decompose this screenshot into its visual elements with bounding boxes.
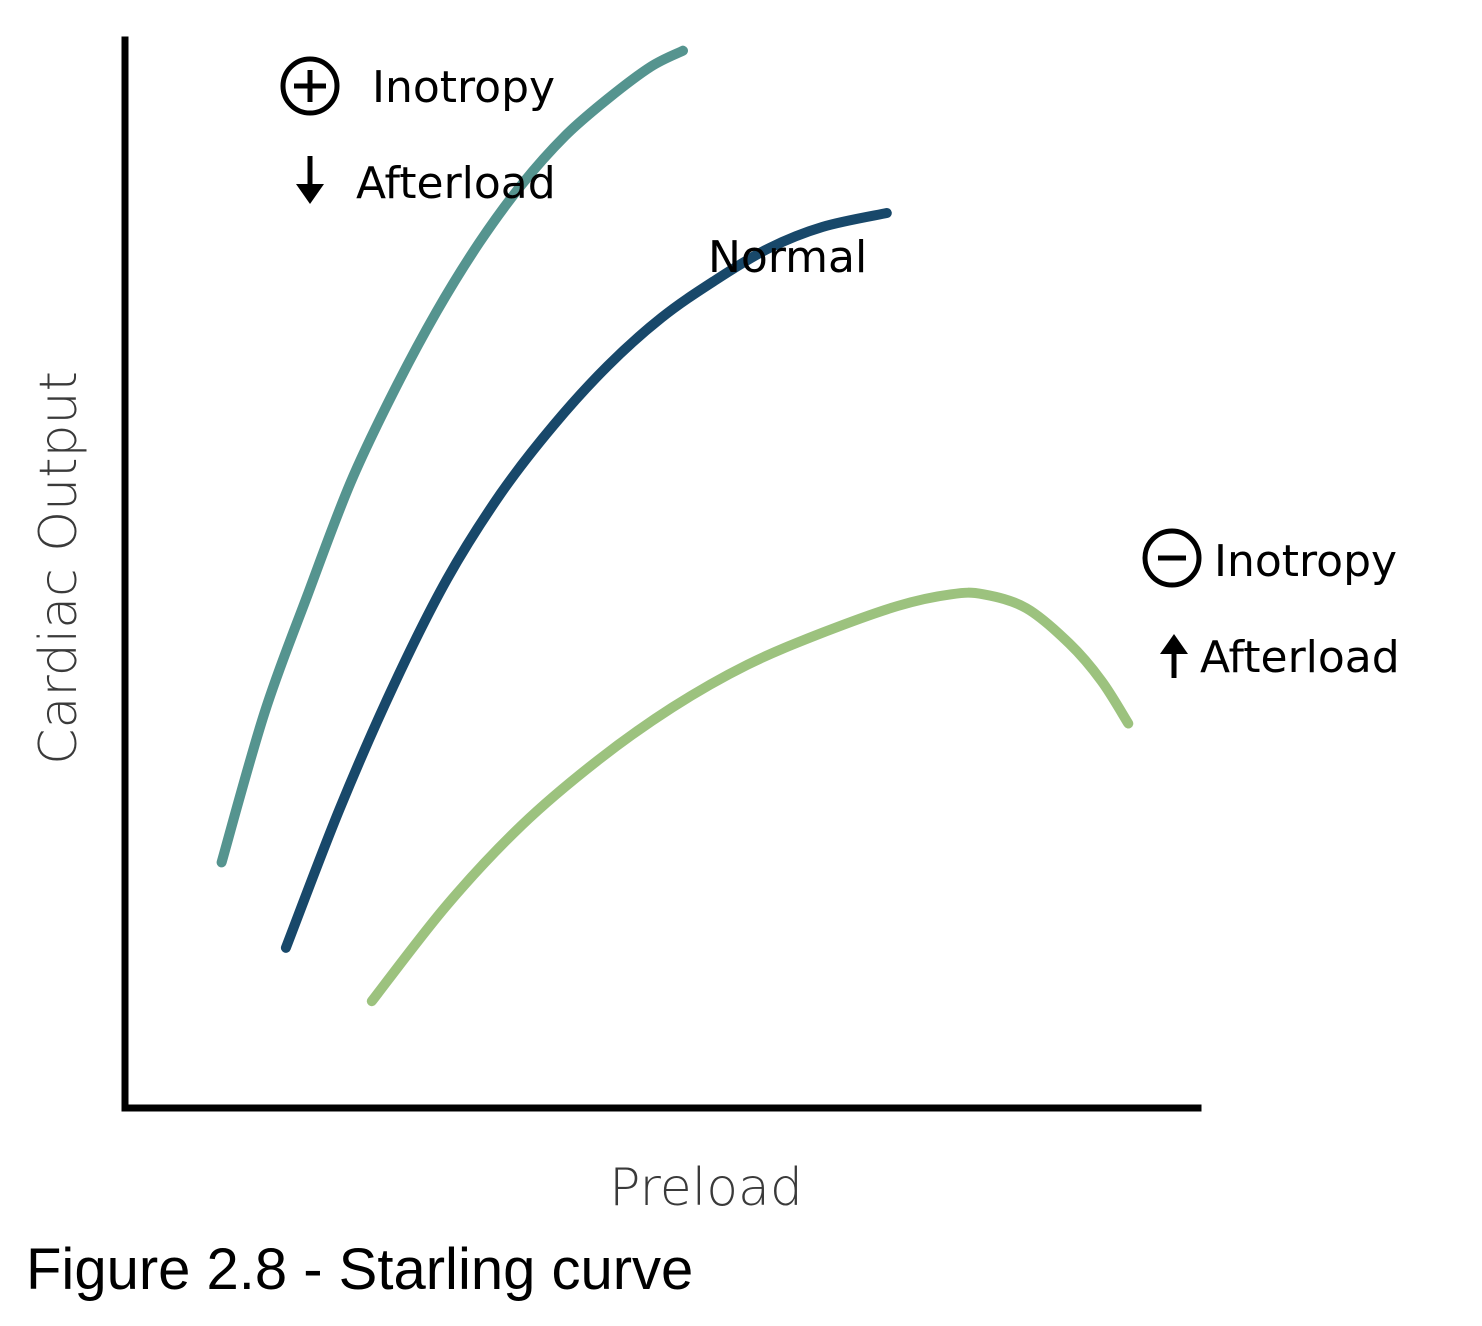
down-arrow-icon [296,156,324,204]
up-arrow-icon [1160,634,1188,678]
increased-inotropy-label: Inotropy [372,62,555,113]
decreased-inotropy-label: Inotropy [1214,536,1397,587]
plus-circle-icon [280,56,340,116]
increased-contractility-curve [280,208,892,953]
decreased-afterload-label: Afterload [356,158,556,209]
decreased-contractility-curve [366,587,1134,1007]
figure-caption: Figure 2.8 - Starling curve [26,1237,694,1302]
series-layer [216,45,1134,1007]
x-axis-title: Preload [609,1158,803,1218]
normal-series-label: Normal [708,232,867,283]
minus-circle-icon [1142,528,1202,588]
increased-afterload-label: Afterload [1200,632,1400,683]
normal-curve [216,45,688,868]
y-axis-title: Cardiac Output [29,371,89,765]
